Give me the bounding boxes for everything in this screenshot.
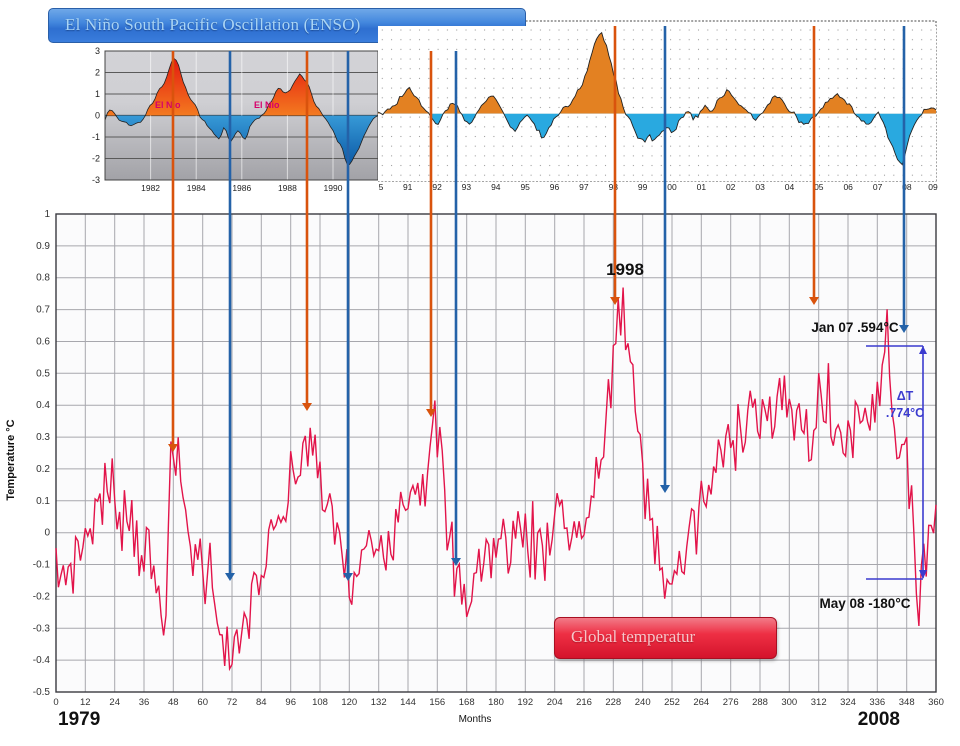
svg-text:ΔT: ΔT (897, 389, 914, 403)
svg-text:Jan 07 .594°C: Jan 07 .594°C (811, 320, 898, 335)
svg-text:1998: 1998 (606, 260, 644, 279)
svg-text:.774°C: .774°C (886, 406, 924, 420)
svg-text:May 08 -180°C: May 08 -180°C (820, 596, 911, 611)
